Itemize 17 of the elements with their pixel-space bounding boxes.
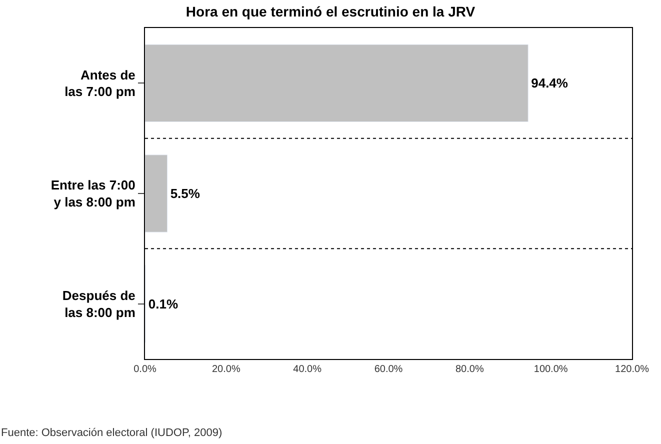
y-tick-label: Antes de las 7:00 pm	[64, 67, 136, 100]
y-tick-label: Después de las 8:00 pm	[62, 288, 136, 320]
y-tick-label: Entre las 7:00 y las 8:00 pm	[50, 178, 136, 210]
data-label: 94.4%	[531, 76, 568, 91]
x-tick-label: 0.0%	[134, 364, 157, 375]
bar	[145, 154, 168, 232]
x-tick-label: 80.0%	[455, 364, 484, 375]
x-tick-label: 120.0%	[615, 364, 650, 375]
bar	[145, 44, 528, 122]
x-tick-label: 100.0%	[534, 364, 568, 375]
x-tick-label: 60.0%	[374, 364, 403, 375]
data-label: 5.5%	[170, 186, 200, 201]
x-tick-label: 40.0%	[293, 364, 322, 375]
x-tick-label: 20.0%	[212, 364, 240, 375]
data-label: 0.1%	[148, 296, 178, 312]
chart-title: Hora en que terminó el escrutinio en la JRV	[186, 3, 476, 20]
source-note: Fuente: Observación electoral (IUDOP, 2009)	[1, 427, 222, 439]
